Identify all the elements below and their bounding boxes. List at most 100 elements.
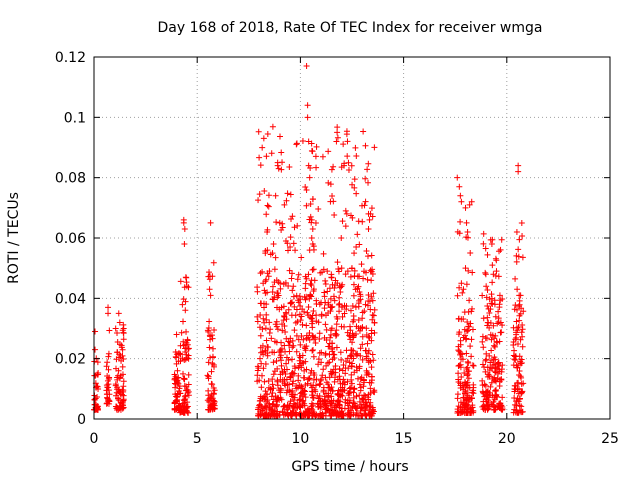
data-point [257, 270, 264, 277]
data-point [205, 273, 212, 280]
data-point [182, 274, 189, 281]
data-point [493, 257, 500, 264]
data-point [334, 129, 341, 136]
data-point [488, 336, 495, 343]
data-point [273, 357, 280, 364]
data-point [308, 147, 315, 154]
data-point [301, 367, 308, 374]
data-point [309, 225, 316, 232]
data-point [204, 372, 211, 379]
data-point [322, 406, 329, 413]
data-point [327, 295, 334, 302]
data-point [512, 275, 519, 282]
data-point [210, 398, 217, 405]
data-point [513, 402, 520, 409]
data-point [458, 198, 465, 205]
data-point [488, 291, 495, 298]
data-point [516, 317, 523, 324]
data-point [344, 397, 351, 404]
data-point [263, 337, 270, 344]
data-point [498, 329, 505, 336]
data-point [360, 383, 367, 390]
data-point [94, 383, 101, 390]
data-point [295, 377, 302, 384]
data-point [514, 340, 521, 347]
data-point [302, 382, 309, 389]
data-point [291, 363, 298, 370]
data-point [356, 363, 363, 370]
data-point [318, 312, 325, 319]
data-point [331, 285, 338, 292]
data-point [269, 123, 276, 130]
data-point [271, 368, 278, 375]
data-point [293, 412, 300, 419]
data-point [321, 400, 328, 407]
data-point [456, 183, 463, 190]
chart-title: Day 168 of 2018, Rate Of TEC Index for r… [158, 20, 543, 36]
data-point [263, 276, 270, 283]
data-point [328, 166, 335, 173]
data-point [519, 232, 526, 239]
data-point [458, 374, 465, 381]
data-point [470, 390, 477, 397]
data-point [370, 312, 377, 319]
data-point [117, 400, 124, 407]
data-point [283, 335, 290, 342]
data-point [207, 219, 214, 226]
data-point [455, 376, 462, 383]
data-point [293, 292, 300, 299]
data-point [304, 309, 311, 316]
data-point [513, 228, 520, 235]
data-point [340, 376, 347, 383]
data-point [120, 330, 127, 337]
data-point [515, 409, 522, 416]
data-point [460, 386, 467, 393]
data-point [106, 327, 113, 334]
data-point [491, 297, 498, 304]
data-point [456, 284, 463, 291]
x-tick-label: 5 [193, 431, 202, 447]
data-point [362, 142, 369, 149]
data-point [343, 131, 350, 138]
data-point [263, 211, 270, 218]
data-point [281, 322, 288, 329]
data-point [299, 388, 306, 395]
data-point [364, 394, 371, 401]
data-point [490, 322, 497, 329]
data-point [479, 361, 486, 368]
data-point [205, 387, 212, 394]
data-point [289, 344, 296, 351]
data-point [365, 160, 372, 167]
data-point [182, 307, 189, 314]
data-point [114, 349, 121, 356]
data-point [328, 397, 335, 404]
data-point [277, 280, 284, 287]
data-point [361, 379, 368, 386]
data-point [291, 303, 298, 310]
data-point [329, 303, 336, 310]
data-point [276, 411, 283, 418]
data-point [515, 324, 522, 331]
data-point [318, 359, 325, 366]
data-point [455, 331, 462, 338]
data-point [362, 406, 369, 413]
data-point [369, 351, 376, 358]
data-point [364, 253, 371, 260]
data-point [301, 374, 308, 381]
data-point [205, 406, 212, 413]
data-point [104, 391, 111, 398]
data-point [349, 330, 356, 337]
data-point [515, 361, 522, 368]
data-point [263, 316, 270, 323]
data-point [346, 385, 353, 392]
data-point [353, 364, 360, 371]
data-point [115, 387, 122, 394]
data-point [457, 192, 464, 199]
data-point [260, 280, 267, 287]
data-point [179, 301, 186, 308]
data-point [256, 377, 263, 384]
data-point [209, 345, 216, 352]
data-point [272, 410, 279, 417]
data-point [479, 292, 486, 299]
data-point [278, 166, 285, 173]
